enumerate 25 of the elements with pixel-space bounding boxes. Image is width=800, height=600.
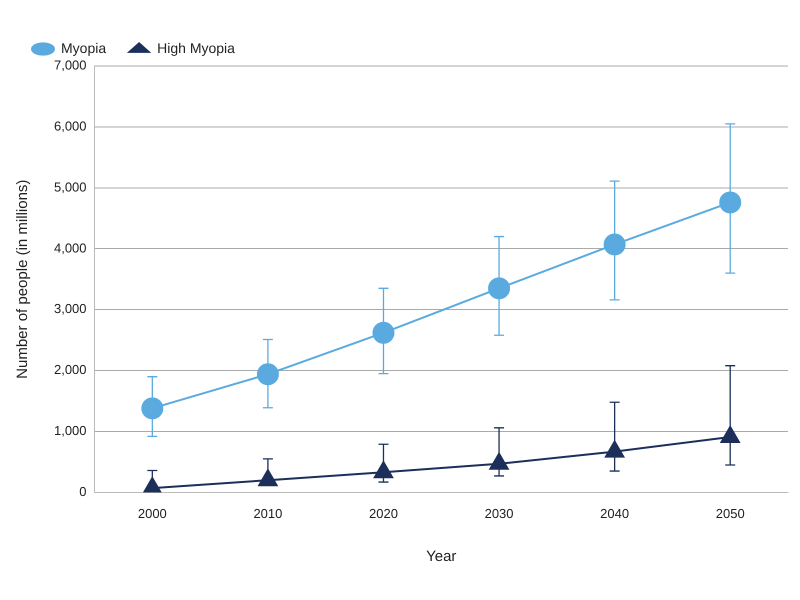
x-tick-label: 2020 bbox=[369, 506, 398, 521]
x-tick-label: 2030 bbox=[484, 506, 514, 521]
y-tick-label: 4,000 bbox=[54, 240, 87, 256]
y-tick-label: 5,000 bbox=[54, 179, 87, 194]
x-tick-label: 2050 bbox=[716, 506, 745, 521]
x-axis-title: Year bbox=[426, 548, 456, 566]
x-tick-label: 2010 bbox=[253, 506, 282, 521]
legend-label: Myopia bbox=[61, 40, 106, 56]
y-axis-title: Number of people (in millions) bbox=[14, 180, 32, 379]
point bbox=[719, 191, 742, 214]
y-tick-label: 2,000 bbox=[54, 362, 87, 378]
x-tick-label: 2000 bbox=[138, 506, 167, 521]
point bbox=[374, 461, 394, 478]
point bbox=[256, 363, 279, 386]
x-tick-label: 2040 bbox=[600, 506, 630, 521]
point bbox=[372, 322, 394, 344]
y-tick-label: 3,000 bbox=[54, 301, 87, 316]
legend-label: High Myopia bbox=[157, 40, 236, 56]
y-tick-label: 0 bbox=[79, 484, 87, 499]
y-tick-label: 1,000 bbox=[54, 423, 87, 438]
y-tick-label: 7,000 bbox=[54, 58, 87, 73]
y-tick-label: 6,000 bbox=[54, 118, 87, 134]
point bbox=[489, 452, 509, 470]
point bbox=[604, 233, 626, 256]
point bbox=[488, 277, 510, 300]
